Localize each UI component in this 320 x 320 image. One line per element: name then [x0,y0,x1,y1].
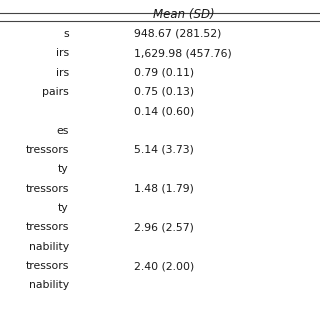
Text: ty: ty [58,203,69,213]
Text: tressors: tressors [25,184,69,194]
Text: ty: ty [58,164,69,174]
Text: 0.79 (0.11): 0.79 (0.11) [134,68,195,77]
Text: 948.67 (281.52): 948.67 (281.52) [134,29,222,39]
Text: 5.14 (3.73): 5.14 (3.73) [134,145,194,155]
Text: tressors: tressors [25,261,69,271]
Text: 1,629.98 (457.76): 1,629.98 (457.76) [134,48,232,58]
Text: irs: irs [56,48,69,58]
Text: 0.75 (0.13): 0.75 (0.13) [134,87,195,97]
Text: pairs: pairs [42,87,69,97]
Text: tressors: tressors [25,145,69,155]
Text: tressors: tressors [25,222,69,232]
Text: s: s [63,29,69,39]
Text: 2.40 (2.00): 2.40 (2.00) [134,261,195,271]
Text: nability: nability [29,242,69,252]
Text: 2.96 (2.57): 2.96 (2.57) [134,222,194,232]
Text: 0.14 (0.60): 0.14 (0.60) [134,106,195,116]
Text: Mean (SD): Mean (SD) [153,8,215,21]
Text: es: es [56,125,69,136]
Text: irs: irs [56,68,69,77]
Text: nability: nability [29,280,69,291]
Text: 1.48 (1.79): 1.48 (1.79) [134,184,194,194]
